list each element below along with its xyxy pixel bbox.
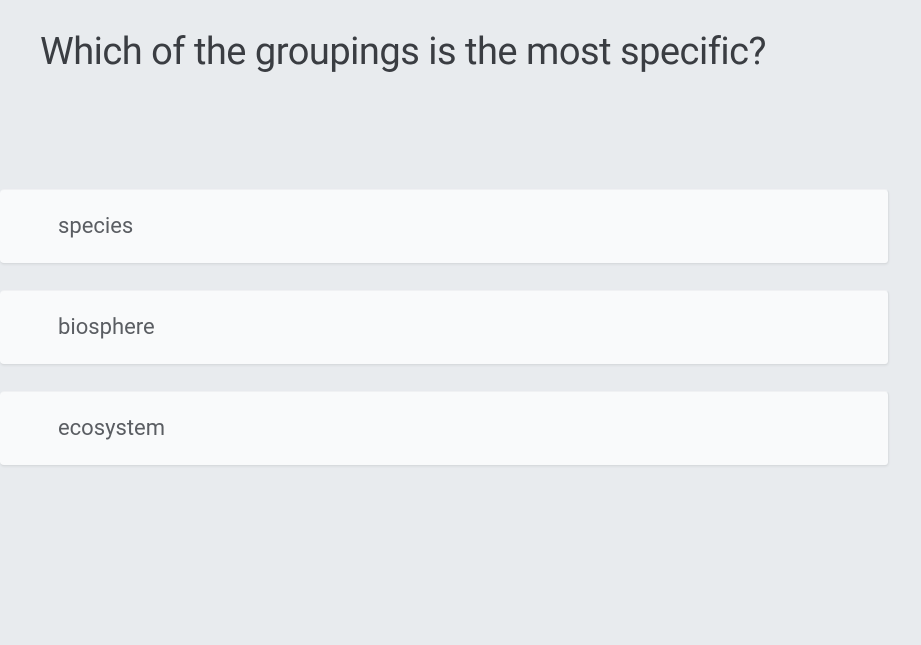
option-species[interactable]: species	[0, 189, 889, 264]
option-ecosystem[interactable]: ecosystem	[0, 391, 889, 466]
option-biosphere[interactable]: biosphere	[0, 290, 889, 365]
quiz-container: Which of the groupings is the most speci…	[0, 0, 921, 466]
question-title: Which of the groupings is the most speci…	[0, 30, 921, 74]
options-list: species biosphere ecosystem	[0, 189, 921, 466]
